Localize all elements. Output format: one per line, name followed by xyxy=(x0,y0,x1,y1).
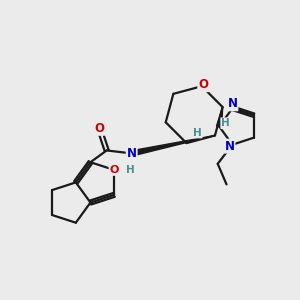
Text: N: N xyxy=(224,140,235,153)
Text: N: N xyxy=(127,147,137,160)
Text: H: H xyxy=(126,165,135,175)
Text: N: N xyxy=(227,97,237,110)
Polygon shape xyxy=(217,107,223,127)
Text: H: H xyxy=(221,118,230,128)
Text: H: H xyxy=(193,128,202,137)
Text: O: O xyxy=(94,122,104,135)
Polygon shape xyxy=(131,136,215,156)
Text: O: O xyxy=(198,78,208,91)
Text: O: O xyxy=(110,165,119,175)
